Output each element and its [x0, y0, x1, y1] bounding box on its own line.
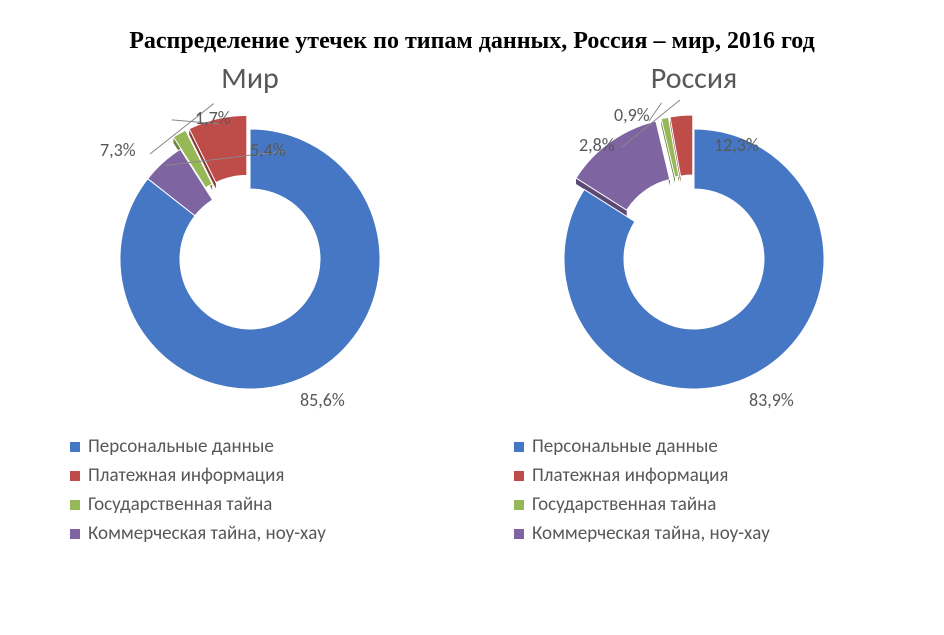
chart-holder-world: 85,6% 5,4% 1,7% 7,3% — [90, 99, 410, 419]
value-label-world-commercial: 5,4% — [250, 139, 286, 161]
legend-label-payment: Платежная информация — [88, 464, 284, 487]
value-label-world-state: 1,7% — [195, 107, 231, 129]
legend-swatch-commercial — [70, 529, 80, 539]
legend-label-state: Государственная тайна — [532, 493, 716, 516]
leader-russia-state — [649, 103, 662, 121]
value-label-russia-commercial: 12,3% — [714, 134, 759, 156]
legend-russia: Персональные данные Платежная информация Г… — [514, 429, 770, 551]
legend-item-world-state: Государственная тайна — [70, 493, 326, 516]
legend-item-world-personal: Персональные данные — [70, 435, 326, 458]
legend-item-world-payment: Платежная информация — [70, 464, 326, 487]
legend-item-russia-payment: Платежная информация — [514, 464, 770, 487]
legend-swatch-payment — [70, 471, 80, 481]
chart-title-world: Мир — [221, 60, 279, 97]
page-title: Распределение утечек по типам данных, Ро… — [0, 28, 944, 55]
legend-swatch-personal — [70, 442, 80, 452]
legend-swatch-commercial — [514, 529, 524, 539]
legend-item-russia-personal: Персональные данные — [514, 435, 770, 458]
value-label-world-personal: 85,6% — [300, 389, 345, 411]
legend-world: Персональные данные Платежная информация Г… — [70, 429, 326, 551]
legend-label-personal: Персональные данные — [532, 435, 718, 458]
legend-label-payment: Платежная информация — [532, 464, 728, 487]
legend-label-personal: Персональные данные — [88, 435, 274, 458]
chart-world: Мир85,6%5,4%1,7%7,3%Персональные данныеП… — [40, 60, 460, 551]
chart-title-russia: Россия — [651, 60, 738, 97]
legend-item-russia-state: Государственная тайна — [514, 493, 770, 516]
charts-row: Мир85,6%5,4%1,7%7,3%Персональные данныеП… — [40, 60, 904, 551]
legend-swatch-state — [70, 500, 80, 510]
legend-swatch-payment — [514, 471, 524, 481]
value-label-russia-personal: 83,9% — [749, 389, 794, 411]
value-label-russia-state: 0,9% — [614, 104, 650, 126]
legend-swatch-personal — [514, 442, 524, 452]
legend-label-commercial: Коммерческая тайна, ноу-хау — [532, 522, 770, 545]
value-label-russia-payment: 2,8% — [579, 134, 615, 156]
legend-label-commercial: Коммерческая тайна, ноу-хау — [88, 522, 326, 545]
chart-holder-russia: 83,9% 12,3% 0,9% 2,8% — [534, 99, 854, 419]
legend-label-state: Государственная тайна — [88, 493, 272, 516]
page: Распределение утечек по типам данных, Ро… — [0, 0, 944, 635]
value-label-world-payment: 7,3% — [100, 139, 136, 161]
legend-item-russia-commercial: Коммерческая тайна, ноу-хау — [514, 522, 770, 545]
legend-item-world-commercial: Коммерческая тайна, ноу-хау — [70, 522, 326, 545]
chart-russia: Россия 83,9% 12,3% 0,9% 2,8% Персональные дан… — [484, 60, 904, 551]
legend-swatch-state — [514, 500, 524, 510]
